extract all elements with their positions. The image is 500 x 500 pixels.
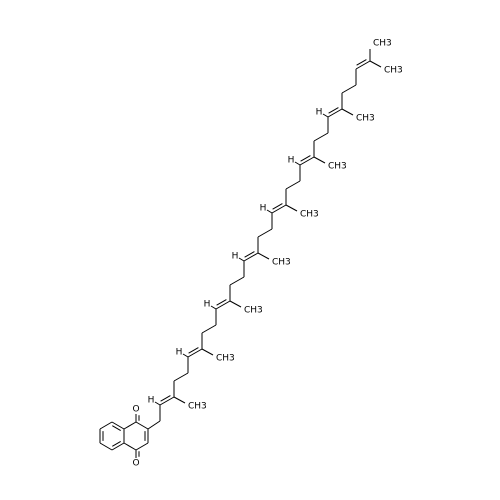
bond: [300, 155, 311, 162]
hydrogen-label: H: [288, 156, 295, 166]
methyl-label: CH3: [300, 210, 319, 220]
bond: [369, 60, 382, 68]
bond: [257, 228, 273, 238]
bond: [285, 180, 301, 190]
methyl-label: CH3: [384, 66, 403, 76]
hydrogen-label: H: [204, 300, 211, 310]
bond: [266, 209, 273, 214]
bond: [135, 442, 149, 451]
bond: [355, 60, 371, 70]
bond: [313, 156, 326, 164]
bond: [327, 108, 343, 118]
oxygen-label: O: [132, 405, 139, 415]
methyl-label: CH3: [356, 114, 375, 124]
bond: [201, 324, 217, 334]
bond: [173, 396, 186, 404]
bond: [99, 421, 113, 430]
bond: [257, 252, 270, 260]
bond: [111, 421, 125, 430]
bond: [210, 305, 217, 310]
bond: [112, 425, 121, 431]
bond: [182, 353, 189, 358]
oxygen-label: O: [132, 459, 139, 469]
bond: [341, 84, 357, 94]
bond: [299, 156, 315, 166]
bond: [356, 59, 367, 66]
hydrogen-label: H: [260, 204, 267, 214]
bond: [111, 442, 125, 451]
hydrogen-label: H: [316, 108, 323, 118]
bond: [238, 257, 245, 262]
bond: [229, 276, 245, 286]
bond: [244, 251, 255, 258]
methyl-label: CH3: [328, 162, 347, 172]
bond: [285, 204, 298, 212]
bond: [112, 441, 121, 447]
methyl-label: CH3: [216, 354, 235, 364]
bond: [160, 395, 171, 402]
bond: [173, 372, 189, 382]
bond: [294, 161, 301, 166]
bond: [271, 204, 287, 214]
bond: [229, 300, 242, 308]
methyl-label: CH3: [272, 258, 291, 268]
bond: [313, 132, 329, 142]
bond: [216, 299, 227, 306]
methyl-label: CH3: [373, 39, 392, 49]
methyl-label: CH3: [188, 402, 207, 412]
bond: [243, 252, 259, 262]
methyl-label: CH3: [244, 306, 263, 316]
bond: [123, 421, 137, 430]
hydrogen-label: H: [176, 348, 183, 358]
hydrogen-label: H: [232, 252, 239, 262]
bond: [215, 300, 231, 310]
bond: [322, 113, 329, 118]
bond: [159, 396, 175, 406]
bond: [99, 442, 113, 451]
bond: [272, 203, 283, 210]
bond: [187, 348, 203, 358]
bond: [188, 347, 199, 354]
hydrogen-label: H: [148, 396, 155, 406]
bond: [328, 107, 339, 114]
bond: [341, 108, 354, 116]
bond: [147, 420, 161, 430]
bond: [123, 442, 137, 451]
bond: [135, 421, 149, 430]
bond: [154, 401, 161, 406]
bond: [201, 348, 214, 356]
